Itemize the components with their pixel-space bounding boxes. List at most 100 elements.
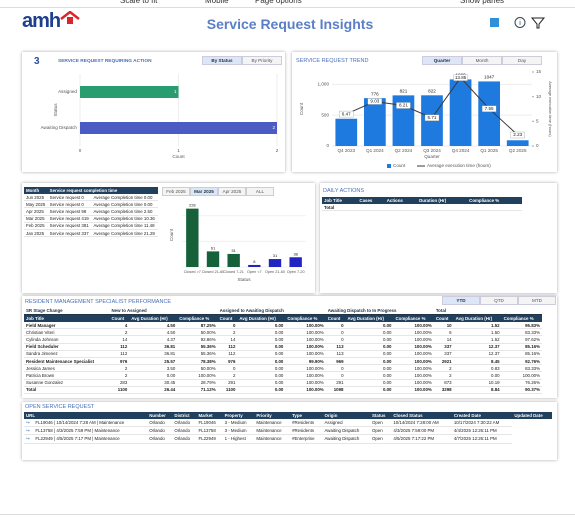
- x-tick-label: Q1 2024: [366, 148, 384, 153]
- cell: 0: [325, 335, 346, 344]
- cell: 873: [433, 379, 454, 387]
- column-header: Number: [147, 412, 173, 419]
- tab[interactable]: By Status: [202, 56, 242, 65]
- column-header: Origin: [322, 412, 370, 419]
- cell: Cylinda Johnson: [24, 335, 110, 344]
- tab[interactable]: MTD: [518, 296, 556, 305]
- toolbar-item[interactable]: Scale to fit: [120, 0, 158, 5]
- tab[interactable]: Apr 2025: [218, 187, 246, 196]
- cell: Maintenance: [254, 426, 291, 436]
- cell: 100.00%: [501, 371, 542, 380]
- x-axis-label: Count: [172, 154, 185, 159]
- tab[interactable]: By Priority: [242, 56, 282, 65]
- x-tick-label: Open 7-20: [287, 270, 305, 274]
- header-row: Job Title Count Avg Duration (Hr) Complianc…: [24, 314, 542, 322]
- cell: 100.00%: [393, 343, 434, 351]
- tab[interactable]: Month: [462, 56, 502, 65]
- cell: Jun 2025: [24, 194, 48, 202]
- cell: 100.00%: [393, 364, 434, 373]
- bar: [206, 251, 220, 267]
- column-header: Compliance %: [467, 197, 522, 204]
- cell: 14: [217, 335, 238, 344]
- label-box: [510, 131, 525, 139]
- cell: 100.00%: [393, 350, 434, 358]
- cell: 291: [217, 379, 238, 387]
- cell: 3 - Medium: [222, 426, 255, 436]
- column-header: Updated Date: [512, 412, 552, 419]
- cell: 100.00%: [285, 335, 326, 344]
- toolbar-item[interactable]: Show panes: [460, 0, 505, 5]
- x-tick-label: Q2 2024: [395, 148, 413, 153]
- toolbar-item[interactable]: Mobile: [205, 0, 229, 5]
- url-icon[interactable]: ↪: [24, 426, 34, 436]
- column-header: Closed Status: [391, 412, 452, 419]
- tab[interactable]: ALL: [246, 187, 274, 196]
- cell: 10/14/2024 7:28:00 AM: [391, 419, 452, 428]
- page-title: Service Request Insights: [206, 16, 374, 32]
- cell: 2921: [433, 357, 454, 366]
- data-label: 9.03: [370, 99, 379, 104]
- cell: 2: [433, 371, 454, 380]
- cell: 10: [433, 322, 454, 330]
- table-row: Field Manager 4 4.50 87.25% 0 0.00 100.00% 0 0.0…: [24, 322, 542, 330]
- table-row: Mar 2025 Service request 419 Average Compl…: [24, 215, 158, 223]
- legend-label: Count: [393, 163, 406, 168]
- cell: 112: [217, 343, 238, 351]
- cell: 0: [325, 364, 346, 373]
- x-tick-label: Q1 2025: [480, 148, 498, 153]
- x-tick-label: Open <7: [247, 270, 262, 274]
- cell: 87.25%: [177, 322, 218, 330]
- cell: FL22949 | 4/5/2025 7:17 PM | Maintenance: [33, 434, 148, 444]
- cell: 0.00: [345, 357, 394, 366]
- cell: 10.19: [453, 379, 502, 387]
- x-tick-label: 0: [79, 148, 82, 153]
- data-label: 8.21: [399, 103, 408, 108]
- svg-text:i: i: [519, 20, 521, 27]
- bar: [449, 79, 472, 146]
- tab[interactable]: Day: [502, 56, 542, 65]
- cell: Average Completion time 11.48: [91, 222, 158, 230]
- cell: 100.00%: [393, 386, 434, 394]
- bar: [335, 118, 358, 146]
- cell: 112: [109, 350, 130, 358]
- cell: 97.62%: [501, 335, 542, 344]
- cell: Service request 0: [47, 200, 92, 209]
- cell: 71.12%: [177, 386, 218, 394]
- cell: 36.81: [129, 350, 178, 358]
- data-label: 2: [272, 125, 275, 130]
- table-row: Christian Viteri 2 4.50 50.00% 2 0.00 100.00% 0…: [24, 328, 542, 337]
- bar: [506, 140, 529, 146]
- tab[interactable]: Quarter: [422, 56, 462, 65]
- cell: 55.36%: [177, 350, 218, 358]
- tab[interactable]: QTD: [480, 296, 518, 305]
- toolbar-item[interactable]: Page options: [255, 0, 302, 5]
- cell: 50.00%: [177, 328, 218, 337]
- cell: 78.38%: [177, 357, 218, 366]
- tab[interactable]: Feb 2025: [162, 187, 190, 196]
- column-header: Count: [217, 314, 238, 322]
- data-label: 1047: [484, 75, 495, 80]
- tab[interactable]: Mar 2025: [190, 187, 218, 196]
- tab[interactable]: YTD: [442, 296, 480, 305]
- group-header: SR Stage Change: [24, 307, 110, 315]
- legend-swatch: [387, 164, 391, 168]
- url-icon[interactable]: ↪: [24, 419, 34, 428]
- y-tick-label: 500: [321, 112, 329, 117]
- x-axis-label: Quarter: [424, 154, 440, 159]
- column-header: Property: [222, 412, 255, 419]
- column-header: Compliance %: [177, 314, 218, 322]
- cell: 8.84: [453, 386, 502, 394]
- cell: 113: [325, 343, 346, 351]
- cell: 0.00: [237, 328, 286, 337]
- url-icon[interactable]: ↪: [24, 434, 34, 444]
- cell: 12.37: [453, 343, 502, 351]
- hbar-chart: 0 1 2 Assigned 1 Awaiting Dispatch 2 Count Statu…: [41, 74, 279, 159]
- cell: 6: [433, 328, 454, 337]
- cell: 100.00%: [393, 357, 434, 366]
- bar: [80, 122, 277, 134]
- table-row: ↪ FL19046 | 10/14/2024 7:28 AM | Maintena…: [24, 419, 552, 428]
- header-icons[interactable]: i: [490, 16, 550, 30]
- cell: 25.57: [129, 357, 178, 366]
- column-header: Count: [433, 314, 454, 322]
- column-header: Priority: [254, 412, 291, 419]
